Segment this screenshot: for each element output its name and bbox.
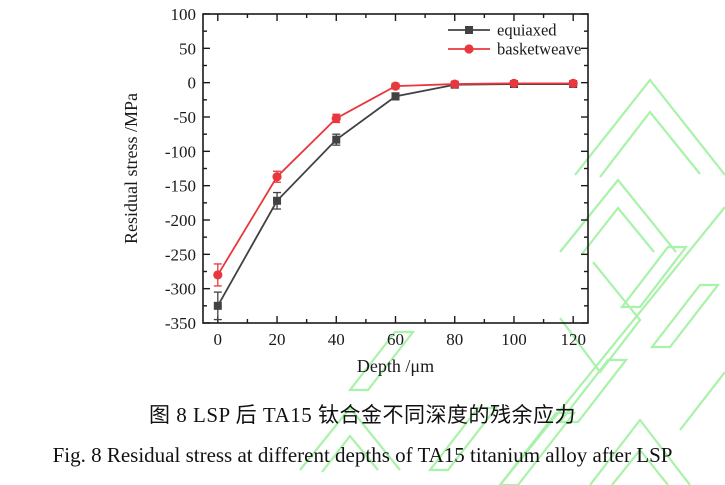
residual-stress-chart: 0 20 40 60 80 100 120 100 50 0 -50 -100 -150 -200 -250… — [121, 5, 589, 376]
marker-circle — [213, 270, 223, 280]
series-line-basketweave — [217, 82, 574, 276]
y-tick-label: -200 — [165, 211, 196, 230]
y-tick-label: -50 — [173, 108, 196, 127]
y-tick-label: 0 — [188, 74, 197, 93]
y-tick-label: -300 — [165, 280, 196, 299]
x-tick-label: 120 — [560, 330, 586, 349]
marker-circle — [331, 113, 341, 123]
legend-item-equiaxed: equiaxed — [448, 21, 557, 40]
x-tick-label: 100 — [501, 330, 527, 349]
marker-circle — [568, 78, 578, 88]
x-tick-label: 20 — [269, 330, 286, 349]
figure-caption-en: Fig. 8 Residual stress at different dept… — [52, 443, 673, 467]
x-tick-label: 0 — [214, 330, 223, 349]
legend-label-basketweave: basketweave — [497, 40, 581, 59]
y-tick-label: -350 — [165, 314, 196, 333]
series-basketweave — [213, 78, 578, 287]
marker-circle — [450, 79, 460, 89]
figure-caption-zh: 图 8 LSP 后 TA15 钛合金不同深度的残余应力 — [149, 403, 576, 427]
legend-label-equiaxed: equiaxed — [497, 21, 557, 40]
x-axis-title: Depth /μm — [357, 356, 434, 376]
marker-square — [273, 196, 282, 205]
marker-circle — [390, 81, 401, 91]
x-tick-label: 40 — [328, 330, 345, 349]
y-tick-label: 50 — [179, 39, 196, 58]
marker-square — [391, 92, 400, 101]
marker-square — [332, 135, 341, 144]
x-tick-label: 60 — [387, 330, 404, 349]
x-tick-label: 80 — [446, 330, 463, 349]
plot-border — [202, 13, 589, 324]
y-axis-title: Residual stress /MPa — [121, 93, 141, 244]
series-line-equiaxed — [217, 83, 574, 307]
y-tick-label: -100 — [165, 142, 196, 161]
marker-square — [213, 301, 222, 310]
series-equiaxed — [213, 80, 578, 321]
y-tick-label: -150 — [165, 177, 196, 196]
y-tick-label: -250 — [165, 245, 196, 264]
y-tick-label: 100 — [171, 5, 197, 24]
marker-circle — [272, 172, 282, 182]
y-axis: 100 50 0 -50 -100 -150 -200 -250 -300 -350 — [165, 5, 588, 333]
legend-marker-square — [465, 26, 473, 34]
marker-circle — [509, 78, 519, 88]
x-axis: 0 20 40 60 80 100 120 — [214, 14, 586, 349]
legend-item-basketweave: basketweave — [448, 40, 581, 59]
legend-marker-circle — [464, 44, 474, 54]
residual-stress-figure: 0 20 40 60 80 100 120 100 50 0 -50 -100 -150 -200 -250… — [121, 5, 589, 376]
